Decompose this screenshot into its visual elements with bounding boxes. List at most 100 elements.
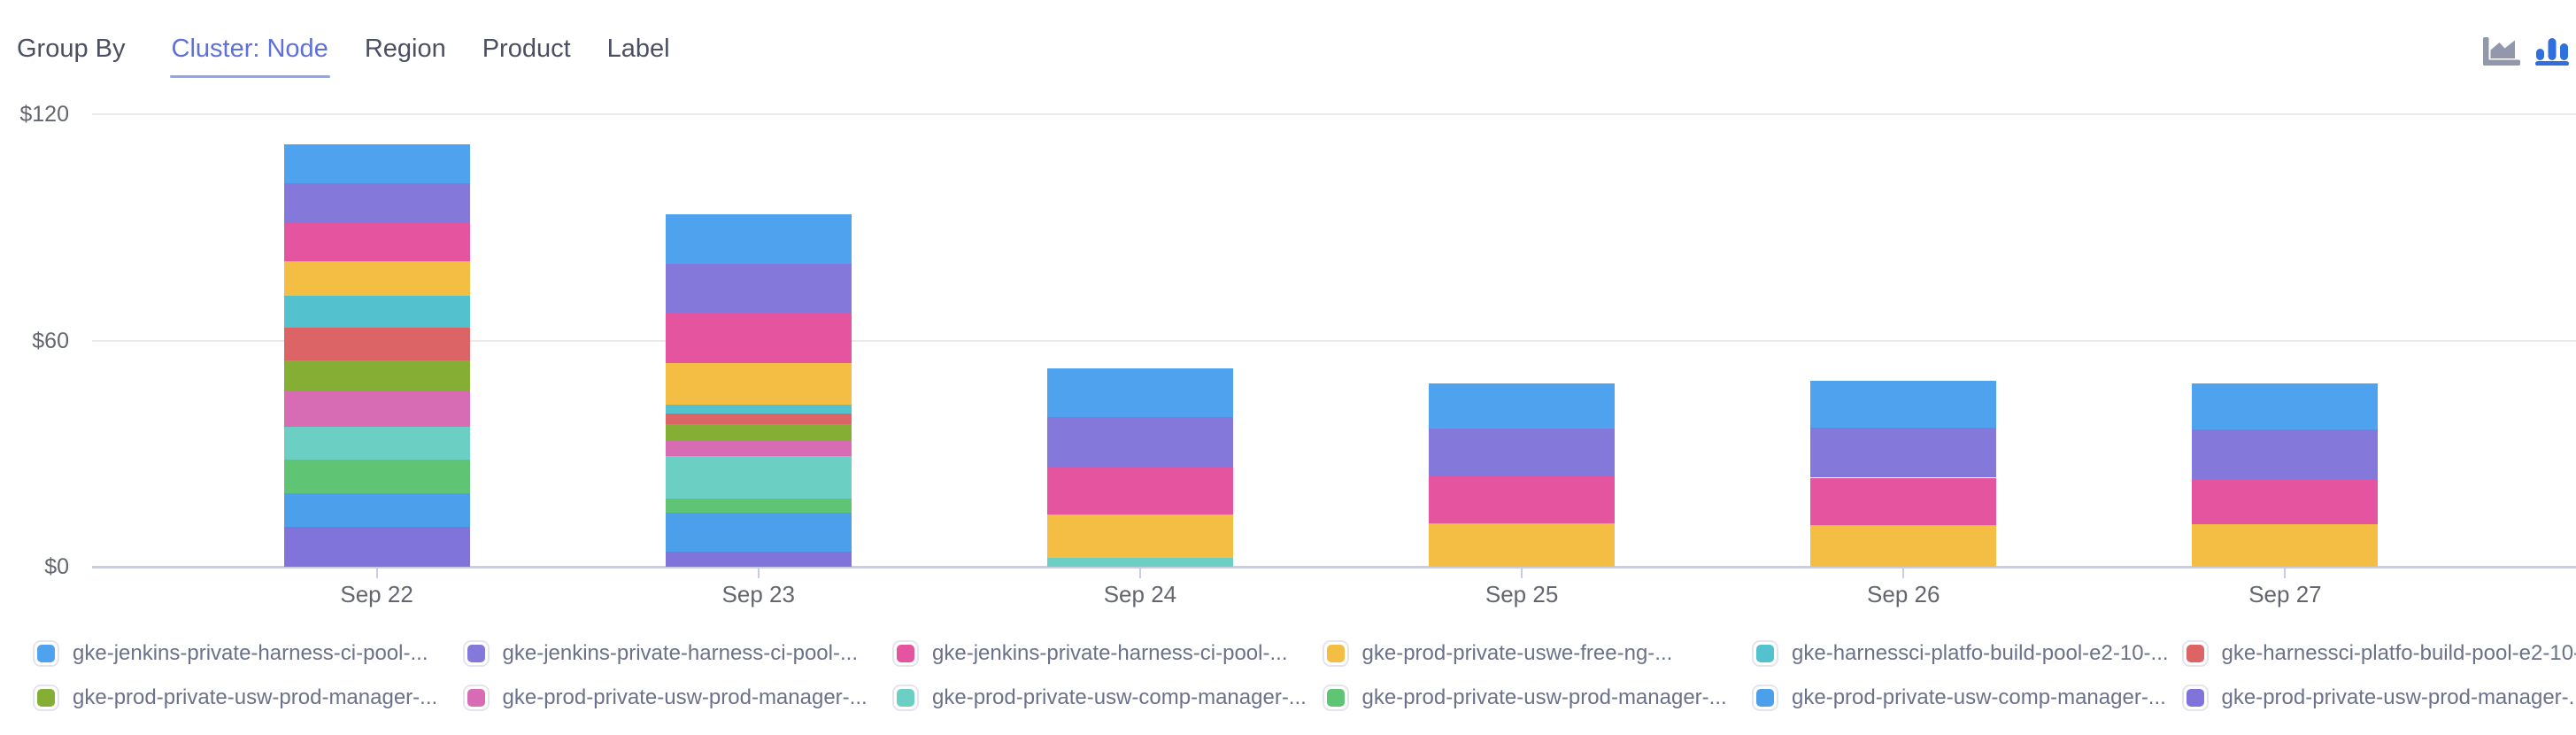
bar-segment[interactable] (283, 182, 470, 223)
bar-segment[interactable] (1046, 514, 1233, 558)
legend-item[interactable]: gke-prod-private-usw-comp-manager-... (1752, 683, 2182, 712)
bar-segment[interactable] (1046, 557, 1233, 567)
legend-swatch (1322, 684, 1349, 711)
chart-type-toggle (2483, 35, 2569, 66)
legend-item[interactable]: gke-prod-private-uswe-free-ng-... (1322, 638, 1753, 668)
bar-segment[interactable] (665, 440, 852, 457)
legend-swatch (2181, 639, 2209, 667)
bar-segment[interactable] (283, 526, 470, 567)
bar-segment[interactable] (2192, 479, 2379, 525)
legend-swatch (33, 639, 59, 667)
bar-chart-icon[interactable] (2535, 35, 2569, 66)
area-chart-icon[interactable] (2483, 37, 2520, 66)
legend-label: gke-harnessci-platfo-build-pool-e2-10-..… (2221, 640, 2576, 665)
legend-swatch (2181, 684, 2209, 711)
stacked-bar-chart: $0 $60 $120 Sep 22 Sep 23 Sep 24 Sep 25 Sep 26 S… (19, 102, 2576, 607)
tab-label[interactable]: Label (606, 34, 670, 63)
y-gridline (92, 339, 2576, 342)
bar-segment[interactable] (283, 222, 470, 261)
legend-item[interactable]: gke-jenkins-private-harness-ci-pool-... (33, 638, 463, 668)
bar-segment[interactable] (665, 404, 852, 414)
legend-label: gke-harnessci-platfo-build-pool-e2-10-..… (1792, 640, 2169, 665)
legend-swatch (1322, 639, 1349, 667)
legend-label: gke-prod-private-usw-prod-manager-... (2221, 685, 2576, 709)
legend-label: gke-prod-private-usw-prod-manager-... (502, 685, 868, 709)
bar-segment[interactable] (1429, 383, 1616, 429)
bar-segment[interactable] (665, 362, 852, 405)
bar-segment[interactable] (665, 413, 852, 425)
legend-item[interactable]: gke-jenkins-private-harness-ci-pool-... (462, 638, 893, 668)
x-axis-tick (375, 568, 378, 578)
legend-item[interactable]: gke-prod-private-usw-prod-manager-... (462, 683, 893, 712)
legend-item[interactable]: gke-prod-private-usw-prod-manager-... (33, 683, 463, 712)
bar-segment[interactable] (665, 551, 852, 567)
bar-segment[interactable] (283, 260, 470, 296)
legend-label: gke-jenkins-private-harness-ci-pool-... (932, 640, 1288, 665)
legend-item[interactable]: gke-harnessci-platfo-build-pool-e2-10-..… (1752, 638, 2182, 668)
legend-label: gke-jenkins-private-harness-ci-pool-... (73, 640, 428, 665)
legend-item[interactable]: gke-jenkins-private-harness-ci-pool-... (892, 638, 1323, 668)
x-axis-tick (1521, 568, 1523, 578)
bar-segment[interactable] (2192, 429, 2379, 480)
bar-segment[interactable] (1429, 522, 1616, 567)
x-axis-label: Sep 24 (1103, 581, 1177, 607)
bar-segment[interactable] (1810, 381, 1997, 429)
bar-segment[interactable] (283, 328, 470, 361)
legend-label: gke-prod-private-uswe-free-ng-... (1361, 640, 1673, 665)
legend-item[interactable]: gke-prod-private-usw-comp-manager-... (892, 683, 1323, 712)
bar-segment[interactable] (283, 360, 470, 392)
x-axis-tick (1138, 568, 1141, 578)
bar-segment[interactable] (665, 499, 852, 514)
tab-region[interactable]: Region (364, 34, 446, 63)
y-axis-label: $0 (44, 554, 69, 579)
bar-segment[interactable] (665, 424, 852, 441)
bar-segment[interactable] (1046, 368, 1233, 417)
bar-segment[interactable] (1810, 524, 1997, 567)
bar-segment[interactable] (283, 295, 470, 329)
bar-segment[interactable] (2192, 524, 2379, 567)
y-axis-label: $120 (19, 102, 69, 127)
tab-product[interactable]: Product (482, 34, 571, 63)
legend-item[interactable]: gke-harnessci-platfo-build-pool-e2-10-..… (2181, 638, 2576, 668)
bar-segment[interactable] (1810, 428, 1997, 478)
tab-cluster-node[interactable]: Cluster: Node (169, 34, 331, 78)
group-by-tabs: Cluster: Node Region Product Label (169, 34, 670, 78)
bar-segment[interactable] (283, 492, 470, 527)
legend-swatch (1752, 684, 1778, 711)
bar-segment[interactable] (283, 426, 470, 460)
bar-segment[interactable] (1046, 468, 1233, 515)
x-axis-tick (2284, 568, 2287, 578)
legend-swatch (462, 684, 490, 711)
legend-item[interactable]: gke-prod-private-usw-prod-manager-... (2181, 683, 2576, 712)
bar-segment[interactable] (1429, 428, 1616, 477)
bar-segment[interactable] (283, 391, 470, 427)
legend-item[interactable]: gke-prod-private-usw-prod-manager-... (1322, 683, 1753, 712)
legend-swatch (462, 639, 490, 667)
chart-legend: gke-jenkins-private-harness-ci-pool-... g… (33, 638, 2576, 712)
legend-label: gke-prod-private-usw-prod-manager-... (1361, 685, 1727, 709)
bar-segment[interactable] (1046, 416, 1233, 468)
bar-segment[interactable] (665, 264, 852, 313)
x-axis-tick (757, 568, 760, 578)
legend-swatch (1752, 639, 1778, 667)
bar-segment[interactable] (1429, 476, 1616, 523)
legend-swatch (33, 684, 59, 711)
legend-label: gke-jenkins-private-harness-ci-pool-... (502, 640, 858, 665)
bar-segment[interactable] (283, 144, 470, 183)
y-gridline (92, 113, 2576, 115)
x-axis-tick (1902, 568, 1905, 578)
legend-label: gke-prod-private-usw-comp-manager-... (1792, 685, 2166, 709)
bar-segment[interactable] (2192, 383, 2379, 429)
y-axis-label: $60 (32, 328, 69, 353)
x-axis-label: Sep 22 (340, 581, 413, 607)
legend-label: gke-prod-private-usw-comp-manager-... (932, 685, 1307, 709)
bar-segment[interactable] (665, 456, 852, 499)
bar-segment[interactable] (665, 213, 852, 265)
bar-segment[interactable] (665, 513, 852, 552)
x-axis-label: Sep 26 (1867, 581, 1940, 607)
legend-swatch (892, 684, 919, 711)
bar-segment[interactable] (283, 460, 470, 493)
bar-segment[interactable] (665, 313, 852, 363)
bar-segment[interactable] (1810, 477, 1997, 525)
